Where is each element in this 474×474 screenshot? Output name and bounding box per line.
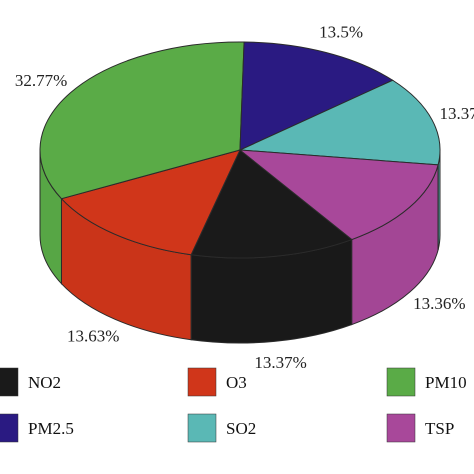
slice-pm10 <box>39 41 245 200</box>
legend-swatch-pm25 <box>0 413 19 443</box>
legend-swatch-no2 <box>0 367 19 397</box>
slice-label-so2: 13.37% <box>440 104 474 123</box>
legend-swatch-so2 <box>187 413 217 443</box>
slice-label-pm10: 32.77% <box>15 71 67 90</box>
legend-label-tsp: TSP <box>425 419 454 438</box>
slice-o3 <box>60 149 241 256</box>
slice-no2 <box>190 149 353 259</box>
slice-label-no2: 13.37% <box>254 353 306 372</box>
legend-label-o3: O3 <box>226 373 247 392</box>
legend: NO2 O3 PM10 PM2.5 SO2 TSP <box>0 367 467 443</box>
slice-tsp <box>238 149 439 241</box>
legend-label-so2: SO2 <box>226 419 256 438</box>
slice-label-o3: 13.63% <box>67 327 119 346</box>
legend-swatch-o3 <box>187 367 217 397</box>
pie-tops <box>39 41 441 259</box>
slice-so2 <box>239 79 441 166</box>
legend-label-no2: NO2 <box>28 373 61 392</box>
legend-swatch-tsp <box>386 413 416 443</box>
legend-label-pm10: PM10 <box>425 373 467 392</box>
slice-pm25 <box>239 41 394 151</box>
legend-label-pm25: PM2.5 <box>28 419 74 438</box>
slice-label-pm25: 13.5% <box>319 23 363 42</box>
slice-label-tsp: 13.36% <box>413 294 465 313</box>
slice-labels: 13.37% 13.63% 32.77% 13.5% 13.37% 13.36% <box>15 23 474 372</box>
legend-swatch-pm10 <box>386 367 416 397</box>
